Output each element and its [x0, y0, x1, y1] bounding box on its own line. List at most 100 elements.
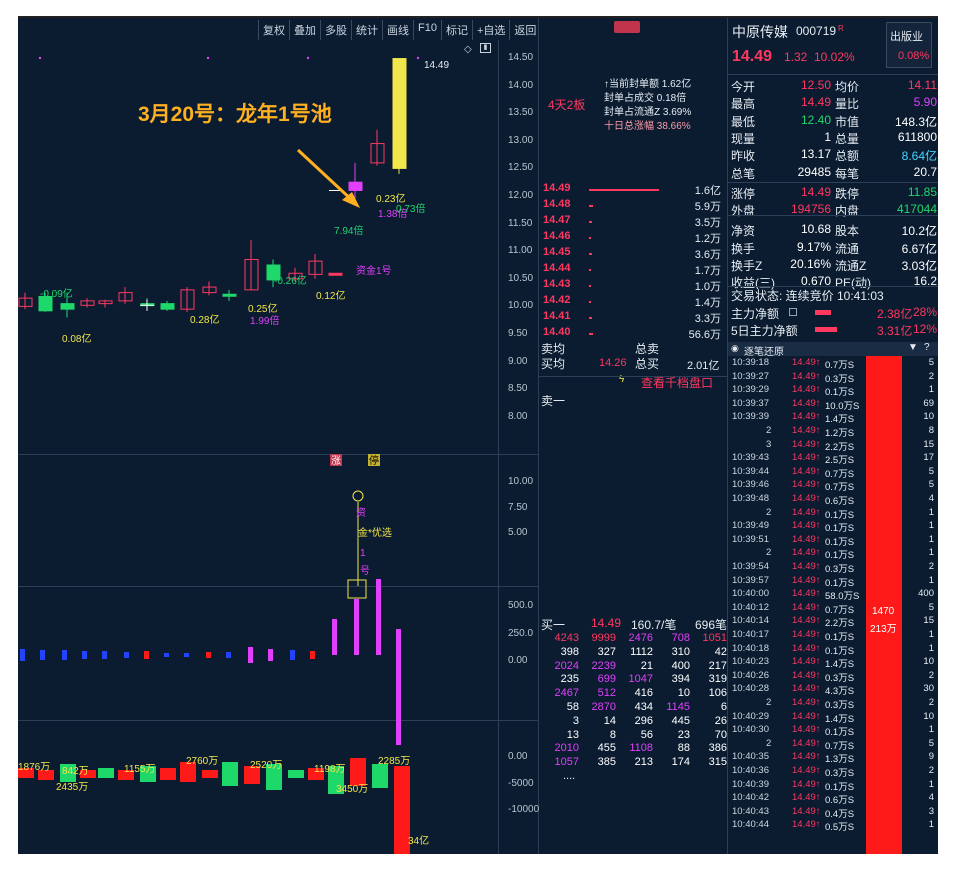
tick-price: 14.49↑ — [792, 588, 821, 600]
chart-label: 1.99倍 — [250, 314, 279, 327]
stat-value: 8.64亿 — [901, 149, 937, 164]
tick-price: 14.49↑ — [792, 792, 821, 804]
chart-label: 涨 — [331, 455, 341, 467]
tick-count: 15 — [923, 438, 934, 450]
queue-cell: 394 — [671, 673, 690, 686]
toolbar-button-4[interactable]: 画线 — [382, 20, 413, 40]
flow-label: 1198万 — [314, 764, 346, 775]
flow-label: 2520万 — [250, 760, 282, 771]
tick-price: 14.49↑ — [792, 737, 821, 749]
tick-volume: 0.6万S — [825, 795, 855, 807]
ladder-bar — [589, 333, 594, 335]
tick-time: 10:39:27 — [732, 370, 769, 382]
sell1-label: 卖一 — [541, 394, 566, 408]
ladder-bar — [589, 253, 592, 255]
stat-key: 外盘 — [731, 204, 756, 219]
toolbar-button-5[interactable]: F10 — [413, 20, 441, 40]
tick-count: 1 — [928, 629, 934, 640]
flow-bar — [394, 766, 410, 854]
stat-row: 昨收 13.17 总额 8.64亿 — [731, 147, 937, 164]
big-bar-b: 213万 — [870, 624, 897, 635]
flow-bar — [180, 762, 196, 782]
tick-count: 5 — [928, 465, 934, 477]
queue-cell: 1047 — [628, 673, 653, 686]
flow-bar — [38, 770, 54, 780]
queue-cell: 2024 — [554, 659, 579, 672]
ladder-row: 14.44 1.7万 — [541, 262, 725, 278]
tick-volume: 0.3万S — [825, 373, 855, 385]
tick-volume: 1.4万S — [825, 414, 855, 426]
queue-cell: 1051 — [702, 632, 727, 644]
main-flow-icon — [789, 308, 797, 316]
ind3-tick: -5000 — [508, 777, 534, 789]
tick-price: 14.49↑ — [792, 493, 821, 504]
tick-price: 14.49↑ — [792, 724, 821, 736]
tick-count: 400 — [918, 588, 934, 600]
stat-value: 11.85 — [907, 184, 937, 199]
pin-icon[interactable]: ◉ — [731, 343, 739, 353]
tick-time: 10:40:29 — [732, 710, 769, 722]
chart-toolbar: 复权 叠加 多股 统计 画线 F10 标记 +自选 返回 — [258, 20, 540, 40]
stat-value: 9.17% — [796, 239, 831, 254]
stat-key: 内盘 — [835, 204, 860, 219]
industry-label[interactable]: 出版业 — [890, 31, 923, 43]
marker-dot — [416, 56, 420, 60]
tick-count: 4 — [928, 493, 934, 504]
queue-cell: 213 — [634, 756, 653, 769]
main-flow-value: 2.38亿 — [877, 307, 913, 321]
queue-cell: 296 — [634, 714, 653, 727]
stock-name: 中原传媒 — [732, 24, 788, 40]
tick-price: 14.49↑ — [792, 411, 821, 423]
collapse-tab[interactable] — [614, 21, 640, 33]
candle-body — [328, 272, 343, 276]
ladder-row: 14.46 1.2万 — [541, 230, 725, 246]
ladder-price: 14.45 — [543, 246, 571, 258]
candle-body — [60, 303, 75, 310]
stat-key: 总额 — [835, 149, 860, 164]
toolbar-button-3[interactable]: 统计 — [351, 20, 382, 40]
tick-time: 2 — [766, 737, 772, 749]
ladder-row: 14.42 1.4万 — [541, 294, 725, 310]
ind2-bar — [332, 619, 337, 655]
tick-time: 10:40:36 — [732, 765, 769, 776]
sort-icon[interactable]: ▼ — [908, 342, 918, 353]
diamond-icon[interactable]: ◇ — [464, 44, 472, 55]
tick-count: 10 — [923, 656, 934, 668]
full-depth-link[interactable]: 查看千档盘口 — [641, 376, 714, 390]
ind2-bar — [396, 629, 401, 745]
tick-time: 10:40:23 — [732, 656, 769, 668]
toolbar-button-7[interactable]: +自选 — [471, 20, 509, 40]
toolbar-button-1[interactable]: 叠加 — [289, 20, 320, 40]
tick-count: 2 — [928, 561, 934, 572]
settings-icon[interactable]: ▮ — [480, 43, 491, 53]
stat-key: 昨收 — [731, 149, 756, 164]
toolbar-button-8[interactable]: 返回 — [509, 20, 540, 40]
toolbar-button-0[interactable]: 复权 — [258, 20, 289, 40]
tick-volume: 0.7万S — [825, 360, 855, 371]
tick-row: 10:39:29 14.49↑ 0.1万S 1 — [730, 384, 936, 398]
ind3-tick: 0.00 — [508, 751, 528, 762]
tick-time: 10:39:18 — [732, 357, 769, 368]
flow-bar — [118, 770, 134, 780]
stat-value: 10.68 — [800, 222, 831, 237]
flow-label: 1155万 — [124, 764, 156, 775]
question-icon[interactable]: ? — [924, 342, 930, 353]
tick-volume: 0.6万S — [825, 496, 855, 507]
toolbar-button-2[interactable]: 多股 — [320, 20, 351, 40]
tick-row: 2 14.49↑ 1.2万S 8 — [730, 425, 936, 439]
ladder-qty: 56.6万 — [688, 329, 721, 341]
toolbar-button-6[interactable]: 标记 — [440, 20, 472, 40]
queue-cell: 56 — [640, 728, 653, 741]
tick-price: 14.49↑ — [792, 697, 821, 708]
candle-body — [118, 292, 133, 302]
ladder-qty: 1.6亿 — [694, 185, 721, 197]
queue-cell: 319 — [708, 673, 727, 686]
tick-count: 2 — [928, 370, 934, 382]
stat-row: 换手 9.17% 流通 6.67亿 — [731, 240, 937, 257]
tick-price: 14.49↑ — [792, 547, 821, 559]
tick-volume: 0.1万S — [825, 645, 855, 657]
stat-key: 流通Z — [835, 259, 867, 273]
price-change: 1.32 — [784, 50, 808, 64]
annotation-title: 3月20号：龙年1号池 — [138, 103, 332, 126]
tick-volume: 1.4万S — [825, 659, 855, 671]
